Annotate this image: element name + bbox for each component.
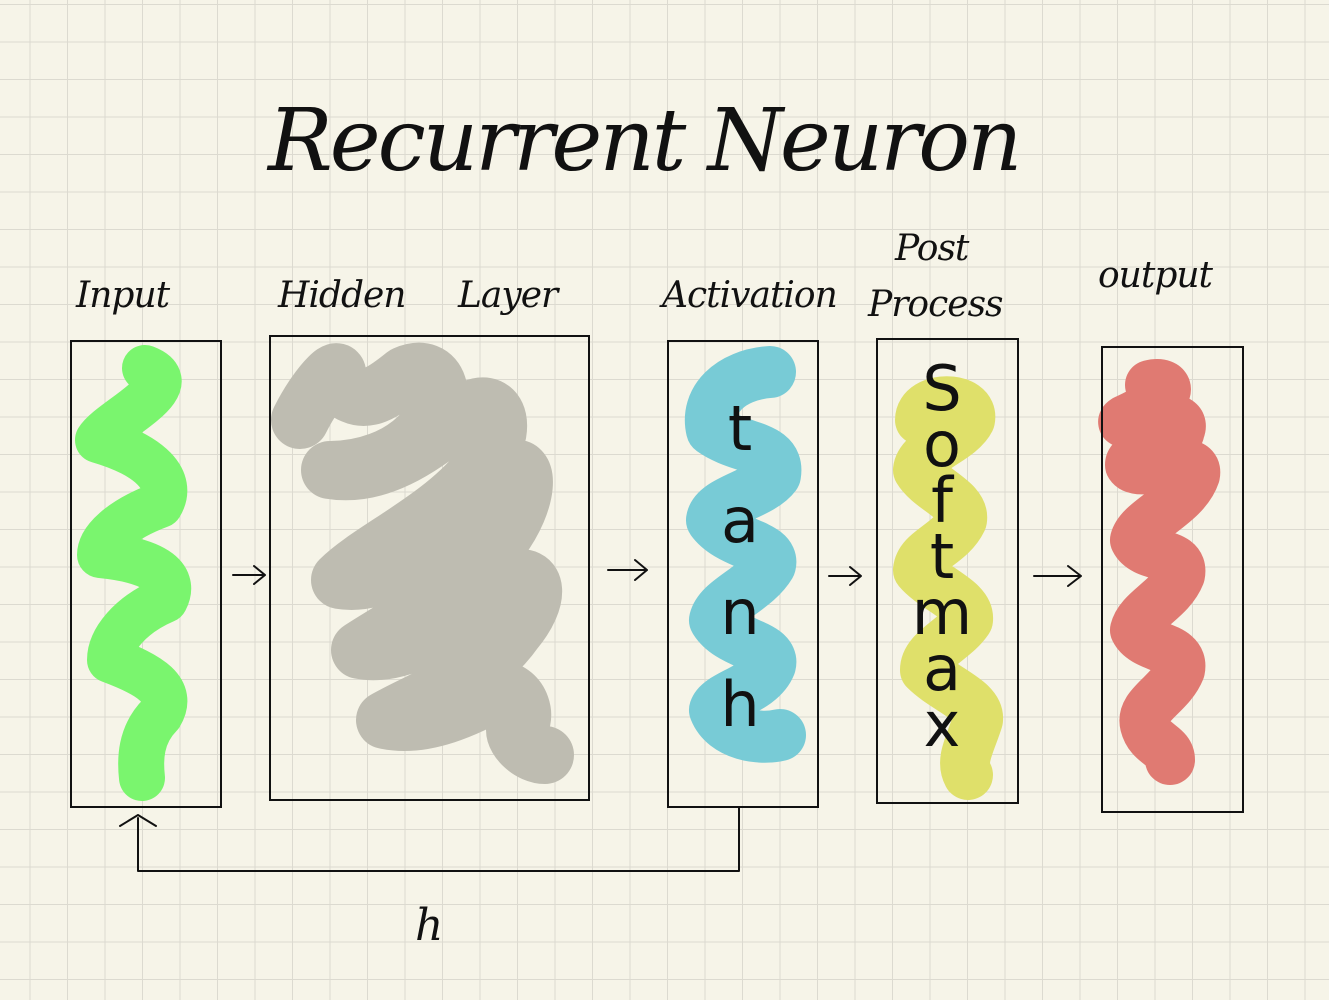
activation-letter-1: a [721,484,759,557]
activation-letter-2: n [720,576,759,649]
post-process-letter-0: S [922,352,961,425]
recurrent-feedback-arrow [119,807,740,872]
input-layer-block [70,340,222,808]
hidden-layer-block [269,335,590,801]
post-process-letter-6: x [924,688,961,761]
post-process-box [876,338,1019,804]
post-process-letter-3: t [930,520,954,593]
post-process-scribble [893,376,1003,800]
input-label: Input [75,275,171,316]
arrow-activation-to-post [828,566,862,586]
activation-label: Activation [659,275,837,316]
activation-letter-0: t [728,392,752,465]
input-box [70,340,222,808]
input-scribble [75,345,192,801]
hidden-scribble [271,342,574,784]
post-process-letter-2: f [931,464,955,537]
post-process-letter-5: a [923,632,961,705]
output-box [1101,346,1244,813]
hidden-label-word-2: Layer [457,275,560,316]
post-process-letter-4: m [912,576,972,649]
post-label-word-2: Process [867,284,1003,325]
arrow-input-to-hidden [232,565,266,585]
activation-box [667,340,819,808]
activation-letter-3: h [720,668,759,741]
output-scribble [1098,359,1221,785]
post-label-word-1: Post [894,228,970,269]
diagram-title: Recurrent Neuron [266,91,1019,191]
hidden-box [269,335,590,801]
post-process-letter-1: o [923,408,961,481]
hidden-label-word-1: Hidden [277,275,406,316]
arrow-post-to-output [1033,565,1082,587]
arrow-hidden-to-activation [607,559,648,581]
output-layer-block [1098,346,1244,813]
output-label: output [1098,255,1214,296]
activation-scribble [684,346,806,763]
feedback-label: h [415,900,442,951]
